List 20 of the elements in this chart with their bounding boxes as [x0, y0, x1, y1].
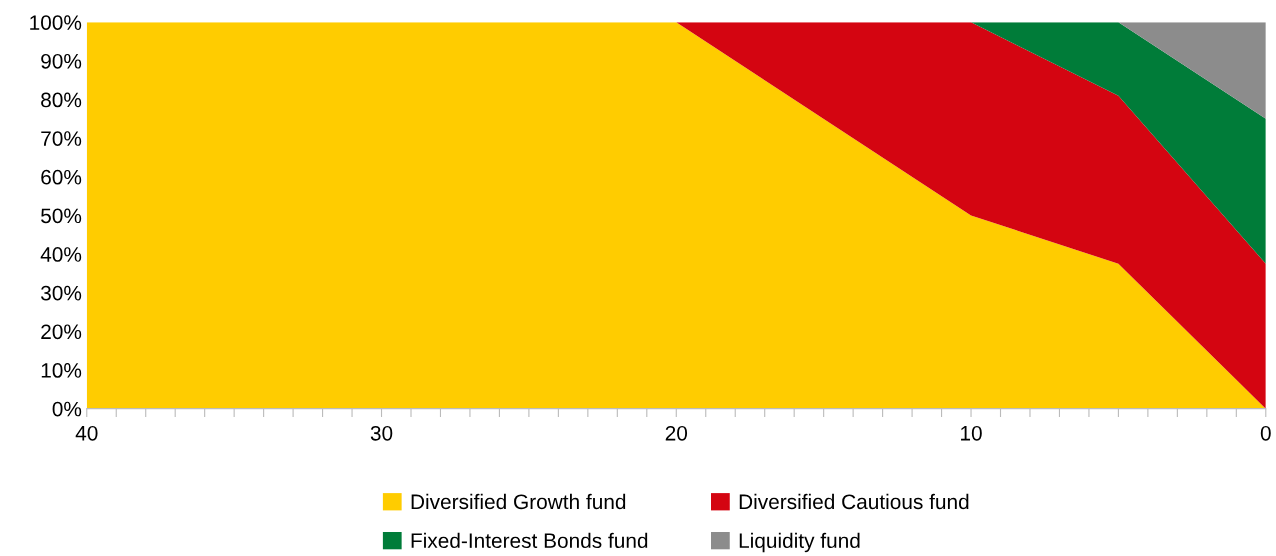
x-tick-label: 30 — [370, 425, 393, 441]
y-tick-label: 100% — [30, 15, 82, 30]
x-tick-label: 0 — [1260, 425, 1271, 441]
y-tick-label: 40% — [40, 247, 82, 262]
y-tick-label: 90% — [41, 53, 82, 69]
legend-label: Fixed-Interest Bonds fund — [411, 532, 648, 549]
x-tick-label: 10 — [961, 425, 982, 441]
y-tick-label: 80% — [41, 92, 82, 108]
y-tick-label: 50% — [41, 208, 82, 224]
y-tick-label: 30% — [41, 285, 82, 301]
y-tick-label: 60% — [41, 169, 82, 185]
legend-label: Liquidity fund — [739, 532, 860, 553]
y-tick-label: 10% — [41, 363, 82, 378]
y-tick-label: 70% — [41, 131, 82, 146]
x-tick-label: 40 — [75, 425, 98, 441]
y-tick-label: 0% — [52, 401, 82, 417]
y-tick-label: 20% — [41, 324, 82, 340]
x-tick-label: 20 — [665, 425, 688, 441]
legend-label: Diversified Growth fund — [411, 493, 626, 510]
legend-label: Diversified Cautious fund — [739, 493, 969, 510]
